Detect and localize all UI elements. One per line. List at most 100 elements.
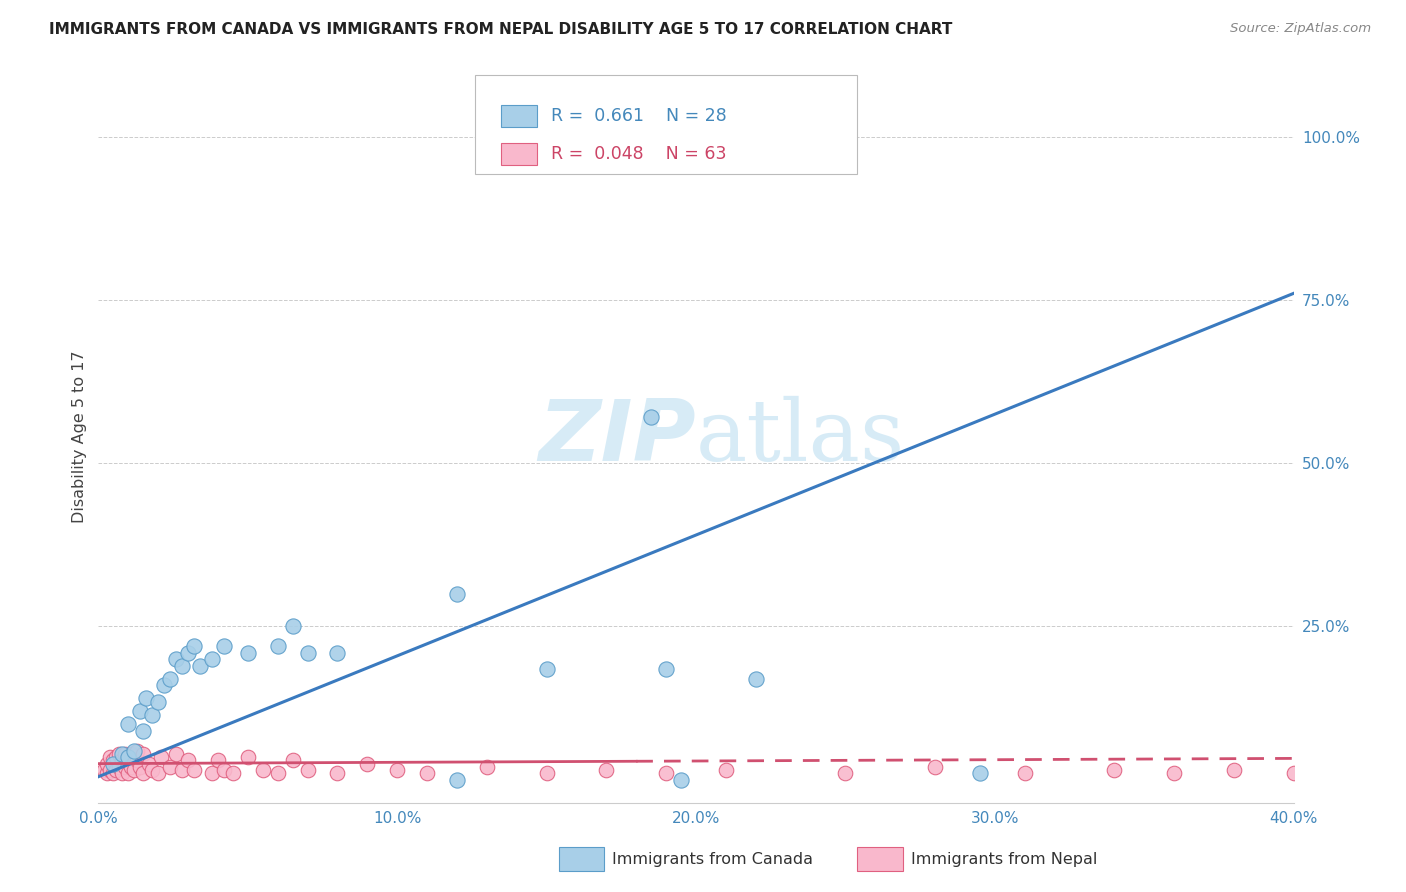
Point [536,766,558,780]
Point [105,750,128,764]
Text: R =  0.661    N = 28: R = 0.661 N = 28 [551,107,727,125]
Point [416,766,439,780]
Point [103,766,125,780]
Point [714,763,737,777]
FancyBboxPatch shape [501,105,537,127]
Point [1104,763,1126,777]
Point [188,658,211,673]
Point [135,691,157,706]
Point [201,652,224,666]
Point [745,672,768,686]
Text: atlas: atlas [696,395,905,479]
Point [132,747,155,761]
Point [236,750,259,764]
Point [117,750,139,764]
Point [111,747,134,761]
Point [150,750,173,764]
Point [924,760,946,774]
Point [129,705,152,719]
Point [129,760,152,774]
Point [385,763,409,777]
Point [595,763,617,777]
Point [108,747,131,761]
Point [153,678,176,692]
Point [100,750,122,764]
Point [326,766,349,780]
Point [148,695,170,709]
Point [669,772,692,787]
FancyBboxPatch shape [858,847,903,871]
Point [297,646,319,660]
Text: Immigrants from Canada: Immigrants from Canada [613,852,813,867]
Point [138,756,160,771]
Point [132,723,155,738]
Point [201,766,224,780]
Point [1014,766,1036,780]
Point [117,750,139,764]
Point [159,672,181,686]
Point [281,619,304,633]
Point [108,760,131,774]
Point [281,753,304,767]
Point [120,760,142,774]
Point [159,760,181,774]
Point [297,763,319,777]
Point [207,753,229,767]
Point [222,766,245,780]
Point [655,662,678,676]
Point [172,658,194,673]
Point [183,763,205,777]
Point [183,639,205,653]
Point [100,763,122,777]
Text: Immigrants from Nepal: Immigrants from Nepal [911,852,1098,867]
Point [127,753,149,767]
FancyBboxPatch shape [475,75,858,174]
Point [124,763,146,777]
Point [267,766,290,780]
Point [165,747,187,761]
Point [236,646,259,660]
Point [1163,766,1185,780]
Point [252,763,274,777]
Point [148,766,170,780]
Point [127,743,149,757]
Point [117,717,139,731]
Point [132,766,155,780]
Point [114,760,136,774]
Point [96,756,118,771]
Point [212,763,235,777]
Point [212,639,235,653]
Point [475,760,498,774]
Point [96,766,118,780]
Point [267,639,290,653]
Point [536,662,558,676]
Point [103,753,125,767]
Point [124,743,146,757]
Point [326,646,349,660]
Text: ZIP: ZIP [538,395,696,479]
FancyBboxPatch shape [501,143,537,165]
FancyBboxPatch shape [558,847,605,871]
Point [111,753,134,767]
Point [120,747,142,761]
Point [640,410,662,425]
Point [165,652,187,666]
Point [141,763,163,777]
Point [117,766,139,780]
Point [446,587,468,601]
Text: R =  0.048    N = 63: R = 0.048 N = 63 [551,145,727,163]
Point [93,763,115,777]
Point [1223,763,1246,777]
Point [105,763,128,777]
Point [103,756,125,771]
Point [141,707,163,722]
Point [114,747,136,761]
Y-axis label: Disability Age 5 to 17: Disability Age 5 to 17 [72,351,87,524]
Point [834,766,856,780]
Point [446,772,468,787]
Point [969,766,991,780]
Point [177,646,200,660]
Point [172,763,194,777]
Text: IMMIGRANTS FROM CANADA VS IMMIGRANTS FROM NEPAL DISABILITY AGE 5 TO 17 CORRELATI: IMMIGRANTS FROM CANADA VS IMMIGRANTS FRO… [49,22,953,37]
Point [356,756,378,771]
